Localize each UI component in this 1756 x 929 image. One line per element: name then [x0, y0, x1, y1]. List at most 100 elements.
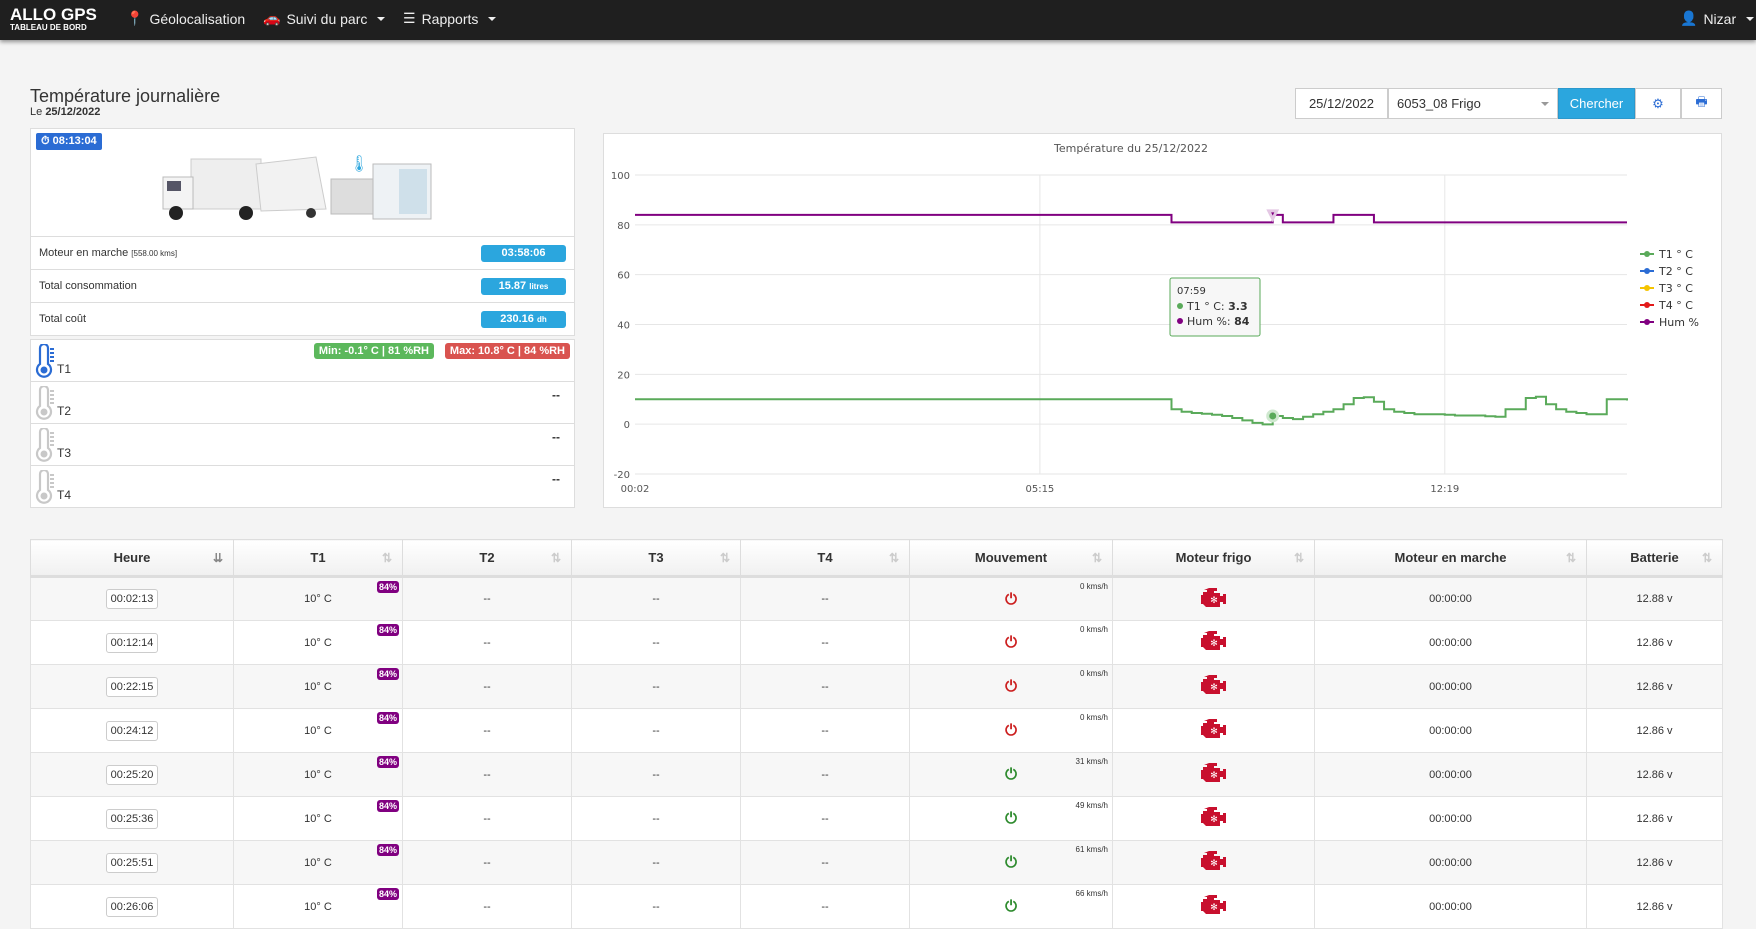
column-label: T2 [479, 550, 495, 565]
y-tick-label: 0 [624, 420, 630, 431]
column-header[interactable]: Moteur frigo ⇅ [1112, 539, 1315, 578]
nav-suivi-du-parc[interactable]: 🚗 Suivi du parc [263, 10, 386, 27]
sort-icon[interactable]: ⇅ [1701, 551, 1712, 565]
engine-snowflake-icon: ✻ [1200, 807, 1226, 826]
battery-value: 12.86 v [1636, 900, 1673, 913]
column-header[interactable]: Heure ⇊ [30, 539, 234, 578]
date-prefix: Le [30, 106, 43, 118]
chart-panel: Température du 25/12/2022 -20 0 20 40 60 80 100… [603, 133, 1722, 508]
humidity-badge: 84% [376, 800, 399, 812]
user-menu[interactable]: 👤 Nizar [1680, 10, 1755, 27]
map-marker-icon: 📍 [126, 10, 144, 26]
sort-icon[interactable]: ⇅ [550, 551, 561, 565]
legend-item[interactable]: T1 ° C [1640, 248, 1693, 261]
sort-asc-icon[interactable]: ⇊ [212, 551, 223, 565]
search-button[interactable]: Chercher [1558, 88, 1635, 119]
svg-text:✻: ✻ [1210, 814, 1218, 824]
movement-cell: ⏻ 0 kms/h [909, 576, 1113, 621]
power-icon: ⏻ [1005, 722, 1017, 739]
engine-time: 00:00:00 [1429, 812, 1472, 825]
t4-cell: -- [740, 576, 910, 621]
time-cell: 00:22:15 [30, 664, 234, 709]
caret-down-icon [377, 16, 386, 21]
t2-value: -- [483, 593, 491, 605]
t2-cell: -- [402, 796, 572, 841]
column-header[interactable]: T2 ⇅ [402, 539, 572, 578]
sort-icon[interactable]: ⇅ [381, 551, 392, 565]
sort-icon[interactable]: ⇅ [1091, 551, 1102, 565]
column-header[interactable]: T3 ⇅ [571, 539, 741, 578]
legend-item[interactable]: T3 ° C [1640, 282, 1693, 295]
thermometer-icon [35, 344, 54, 378]
t4-value: -- [821, 812, 829, 825]
t2-value: -- [483, 768, 491, 781]
fridge-engine-cell: ✻ [1112, 884, 1315, 929]
summary-value-badge: 15.87 litres [481, 277, 566, 295]
time-cell: 00:25:20 [30, 752, 234, 797]
engine-time: 00:00:00 [1429, 593, 1472, 605]
legend-item[interactable]: T2 ° C [1640, 265, 1693, 278]
nav-geolocalisation[interactable]: 📍 Géolocalisation [126, 10, 245, 27]
t2-cell: -- [402, 576, 572, 621]
t2-value: -- [483, 900, 491, 913]
sort-icon[interactable]: ⇅ [719, 551, 730, 565]
time-cell: 00:12:14 [30, 620, 234, 665]
series-line-0 [635, 395, 1628, 426]
user-name: Nizar [1703, 10, 1737, 27]
column-label: Mouvement [974, 550, 1048, 565]
t4-cell: -- [740, 840, 910, 885]
t1-cell: 10° C 84% [233, 576, 403, 621]
navbar: ALLO GPS TABLEAU DE BORD 📍 Géolocalisation… [0, 0, 1756, 40]
fridge-engine-cell: ✻ [1112, 796, 1315, 841]
legend-label: T3 ° C [1658, 282, 1693, 295]
thermometer-icon [35, 386, 54, 420]
sort-icon[interactable]: ⇅ [1293, 551, 1304, 565]
t3-value: -- [652, 812, 660, 825]
legend-item[interactable]: Hum % [1640, 316, 1699, 329]
sort-icon[interactable]: ⇅ [1565, 551, 1576, 565]
legend-symbol [1644, 251, 1650, 257]
t1-cell: 10° C 84% [233, 752, 403, 797]
table-row: 00:25:36 10° C 84% -- -- -- ⏻ 49 kms/h ✻ 00:00:00… [30, 796, 1723, 841]
date-input[interactable]: 25/12/2022 [1295, 88, 1388, 119]
table-row: 00:12:14 10° C 84% -- -- -- ⏻ 0 kms/h ✻ 00:00:00 1… [30, 620, 1723, 665]
movement-cell: ⏻ 49 kms/h [909, 796, 1113, 841]
nav-rapports[interactable]: ☰ Rapports [403, 10, 497, 27]
sensor-value: -- [552, 388, 560, 402]
column-header[interactable]: Mouvement ⇅ [909, 539, 1113, 578]
x-tick-label: 12:19 [1430, 484, 1459, 495]
t1-cell: 10° C 84% [233, 620, 403, 665]
sensor-label: T3 [57, 446, 72, 460]
legend-item[interactable]: T4 ° C [1640, 299, 1693, 312]
brand[interactable]: ALLO GPS TABLEAU DE BORD [10, 6, 97, 33]
summary-value: 15.87 [498, 279, 527, 292]
speed-value: 61 kms/h [1075, 845, 1108, 854]
movement-cell: ⏻ 31 kms/h [909, 752, 1113, 797]
settings-button[interactable]: ⚙ [1635, 88, 1681, 119]
summary-row: Total coût 230.16 dh [31, 302, 574, 335]
column-header[interactable]: T4 ⇅ [740, 539, 910, 578]
column-header[interactable]: T1 ⇅ [233, 539, 403, 578]
t3-value: -- [652, 900, 660, 913]
vehicle-select[interactable]: 6053_08 Frigo [1388, 88, 1558, 119]
fridge-engine-cell: ✻ [1112, 752, 1315, 797]
print-button[interactable]: 🖶 [1681, 88, 1722, 119]
battery-value: 12.86 v [1636, 724, 1673, 737]
t2-value: -- [483, 812, 491, 825]
engine-running-cell: 00:00:00 [1314, 620, 1587, 665]
column-header[interactable]: Moteur en marche ⇅ [1314, 539, 1587, 578]
legend-label: T2 ° C [1658, 265, 1693, 278]
column-header[interactable]: Batterie ⇅ [1586, 539, 1723, 578]
sort-icon[interactable]: ⇅ [888, 551, 899, 565]
t2-cell: -- [402, 840, 572, 885]
t3-cell: -- [571, 840, 741, 885]
svg-text:✻: ✻ [1210, 682, 1218, 692]
t1-value: 10° C [304, 900, 332, 913]
page-title: Température journalière [30, 86, 221, 106]
fridge-engine-cell: ✻ [1112, 840, 1315, 885]
summary-row: Moteur en marche [558.00 kms] 03:58:06 [31, 236, 574, 269]
battery-cell: 12.86 v [1586, 664, 1723, 709]
t3-cell: -- [571, 576, 741, 621]
movement-cell: ⏻ 0 kms/h [909, 708, 1113, 753]
t1-value: 10° C [304, 636, 332, 649]
